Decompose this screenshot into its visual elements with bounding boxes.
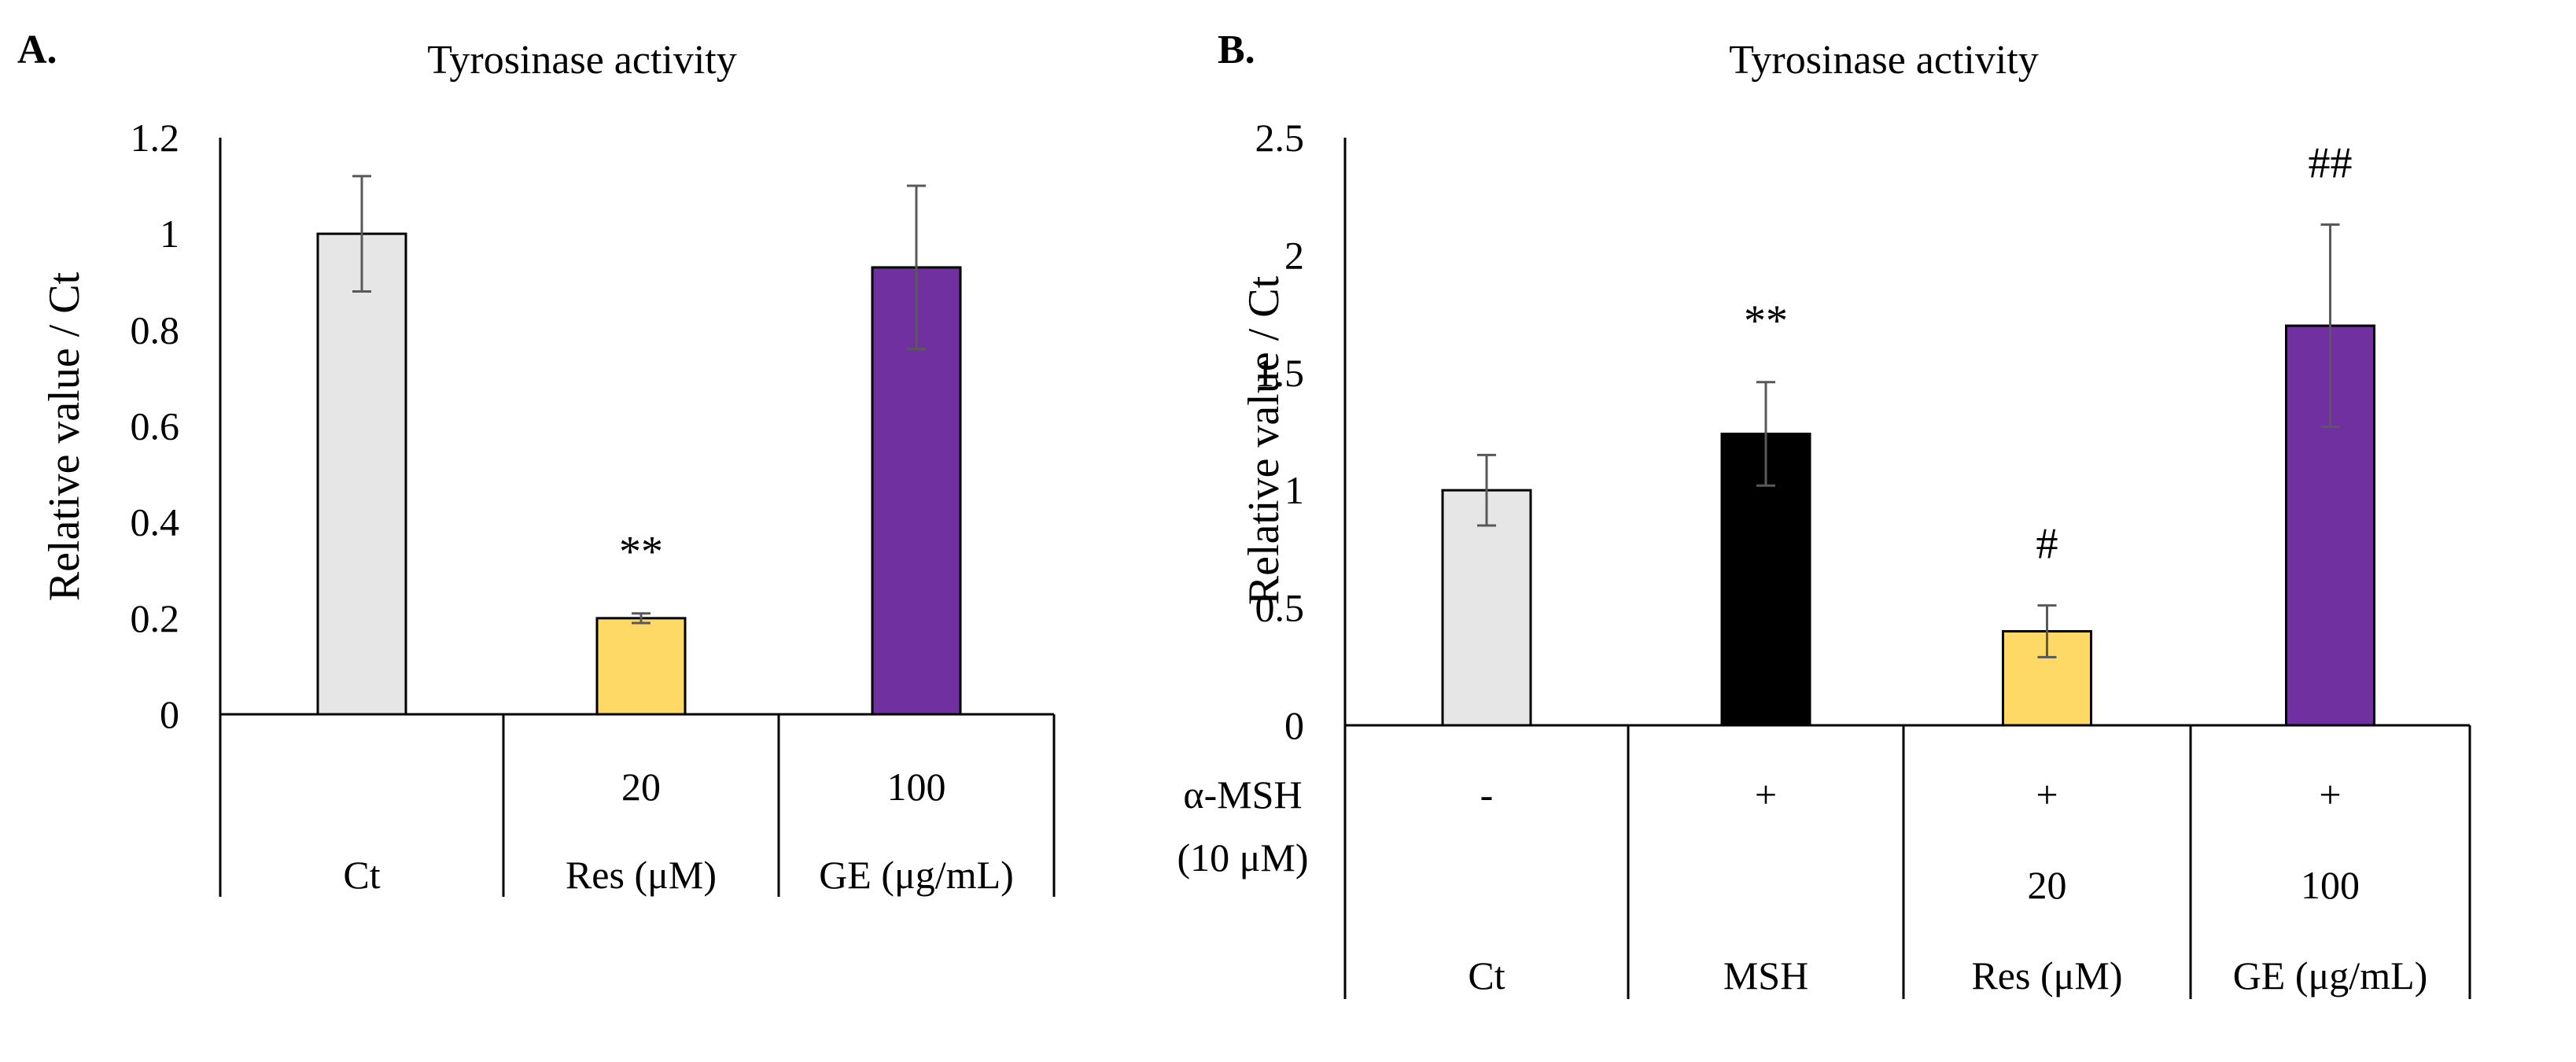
panel-b-significance-mark: ** [1744, 297, 1788, 345]
panel-b-category-label: 20 [2028, 863, 2067, 907]
panel-b-y-tick-label: 2 [1284, 233, 1304, 277]
panel-a-y-axis-label: Relative value / Ct [40, 271, 89, 601]
panel-a-category-label: Ct [343, 853, 380, 897]
panel-b-y-tick-label: 2.5 [1255, 116, 1305, 160]
panel-a-bar-res [595, 617, 687, 716]
panel-b-y-tick-label: 0.5 [1255, 586, 1305, 630]
panel-b-category-label: + [2319, 773, 2341, 817]
panel-b-category-labels: - + + +20 100 Ct MSH Res (μM) GE (μg/mL) [1468, 773, 2427, 997]
panel-b-row-label: α-MSH [1183, 773, 1302, 817]
panel-b-category-label: - [1480, 773, 1494, 817]
panel-a-bar-ct [316, 232, 407, 716]
panel-b-row-label: (10 μM) [1177, 835, 1308, 879]
panel-a-y-tick-label: 0.8 [131, 308, 180, 352]
panel-b-category-label: + [2036, 773, 2058, 817]
panel-b-category-label: GE (μg/mL) [2233, 953, 2428, 997]
panel-b-y-axis-label: Relative value / Ct [1240, 275, 1288, 605]
panel-b-category-label: MSH [1723, 953, 1808, 997]
panel-b-category-label: Ct [1468, 953, 1505, 997]
panel-a-label: A. [17, 28, 57, 72]
chart-panel-b: B. Tyrosinase activity Relative value / … [1177, 28, 2471, 999]
panel-b-title: Tyrosinase activity [1729, 38, 2038, 83]
panel-b-significance-mark: # [2036, 520, 2058, 569]
panel-b-axis-lines [1343, 138, 2471, 999]
panel-b-category-label: 100 [2301, 863, 2360, 907]
panel-b-error-bars [1477, 223, 2340, 658]
panel-a-significance-marks: ** [619, 528, 663, 577]
panel-b-significance-marks: **### [1744, 139, 2353, 569]
panel-a-y-tick-label: 0.2 [131, 596, 180, 640]
panel-a-category-label: Res (μM) [566, 853, 717, 897]
panel-a-y-tick-label: 0 [160, 692, 179, 736]
panel-a-title: Tyrosinase activity [427, 38, 736, 83]
panel-b-category-label: Res (μM) [1971, 953, 2122, 997]
panel-a-y-tick-label: 1.2 [131, 116, 180, 160]
chart-panel-a: A. Tyrosinase activity Relative value / … [17, 28, 1056, 897]
panel-a-y-tick-label: 0.4 [131, 500, 180, 544]
panel-a-axis-lines [219, 138, 1056, 897]
panel-b-y-tick-labels: 0 0.5 1 1.5 2 2.5 [1255, 116, 1305, 747]
panel-a-error-bars [352, 175, 926, 625]
panel-a-category-label: GE (μg/mL) [819, 853, 1014, 897]
panel-a-category-labels: 20 100 Ct Res (μM) GE (μg/mL) [343, 765, 1013, 897]
panel-b-bar-ct [1441, 489, 1532, 727]
panel-b-category-label: + [1755, 773, 1777, 817]
panel-b-y-tick-label: 1 [1284, 468, 1304, 512]
panel-a-y-tick-labels: 0 0.2 0.4 0.6 0.8 1 1.2 [131, 116, 180, 736]
panel-b-bars [1441, 324, 2375, 727]
panel-a-y-tick-label: 0.6 [131, 404, 180, 448]
panel-b-y-tick-label: 1.5 [1255, 351, 1305, 395]
panel-a-category-label: 20 [621, 765, 661, 809]
panel-b-significance-mark: ## [2309, 139, 2353, 188]
panel-a-y-tick-label: 1 [160, 212, 179, 256]
panel-a-bars [316, 232, 962, 716]
panel-b-label: B. [1218, 28, 1255, 72]
panel-b-y-tick-label: 0 [1284, 703, 1304, 747]
panel-a-significance-mark: ** [619, 528, 663, 577]
panel-b-row-labels: α-MSH (10 μM) [1177, 773, 1308, 879]
panel-a-category-label: 100 [887, 765, 946, 809]
